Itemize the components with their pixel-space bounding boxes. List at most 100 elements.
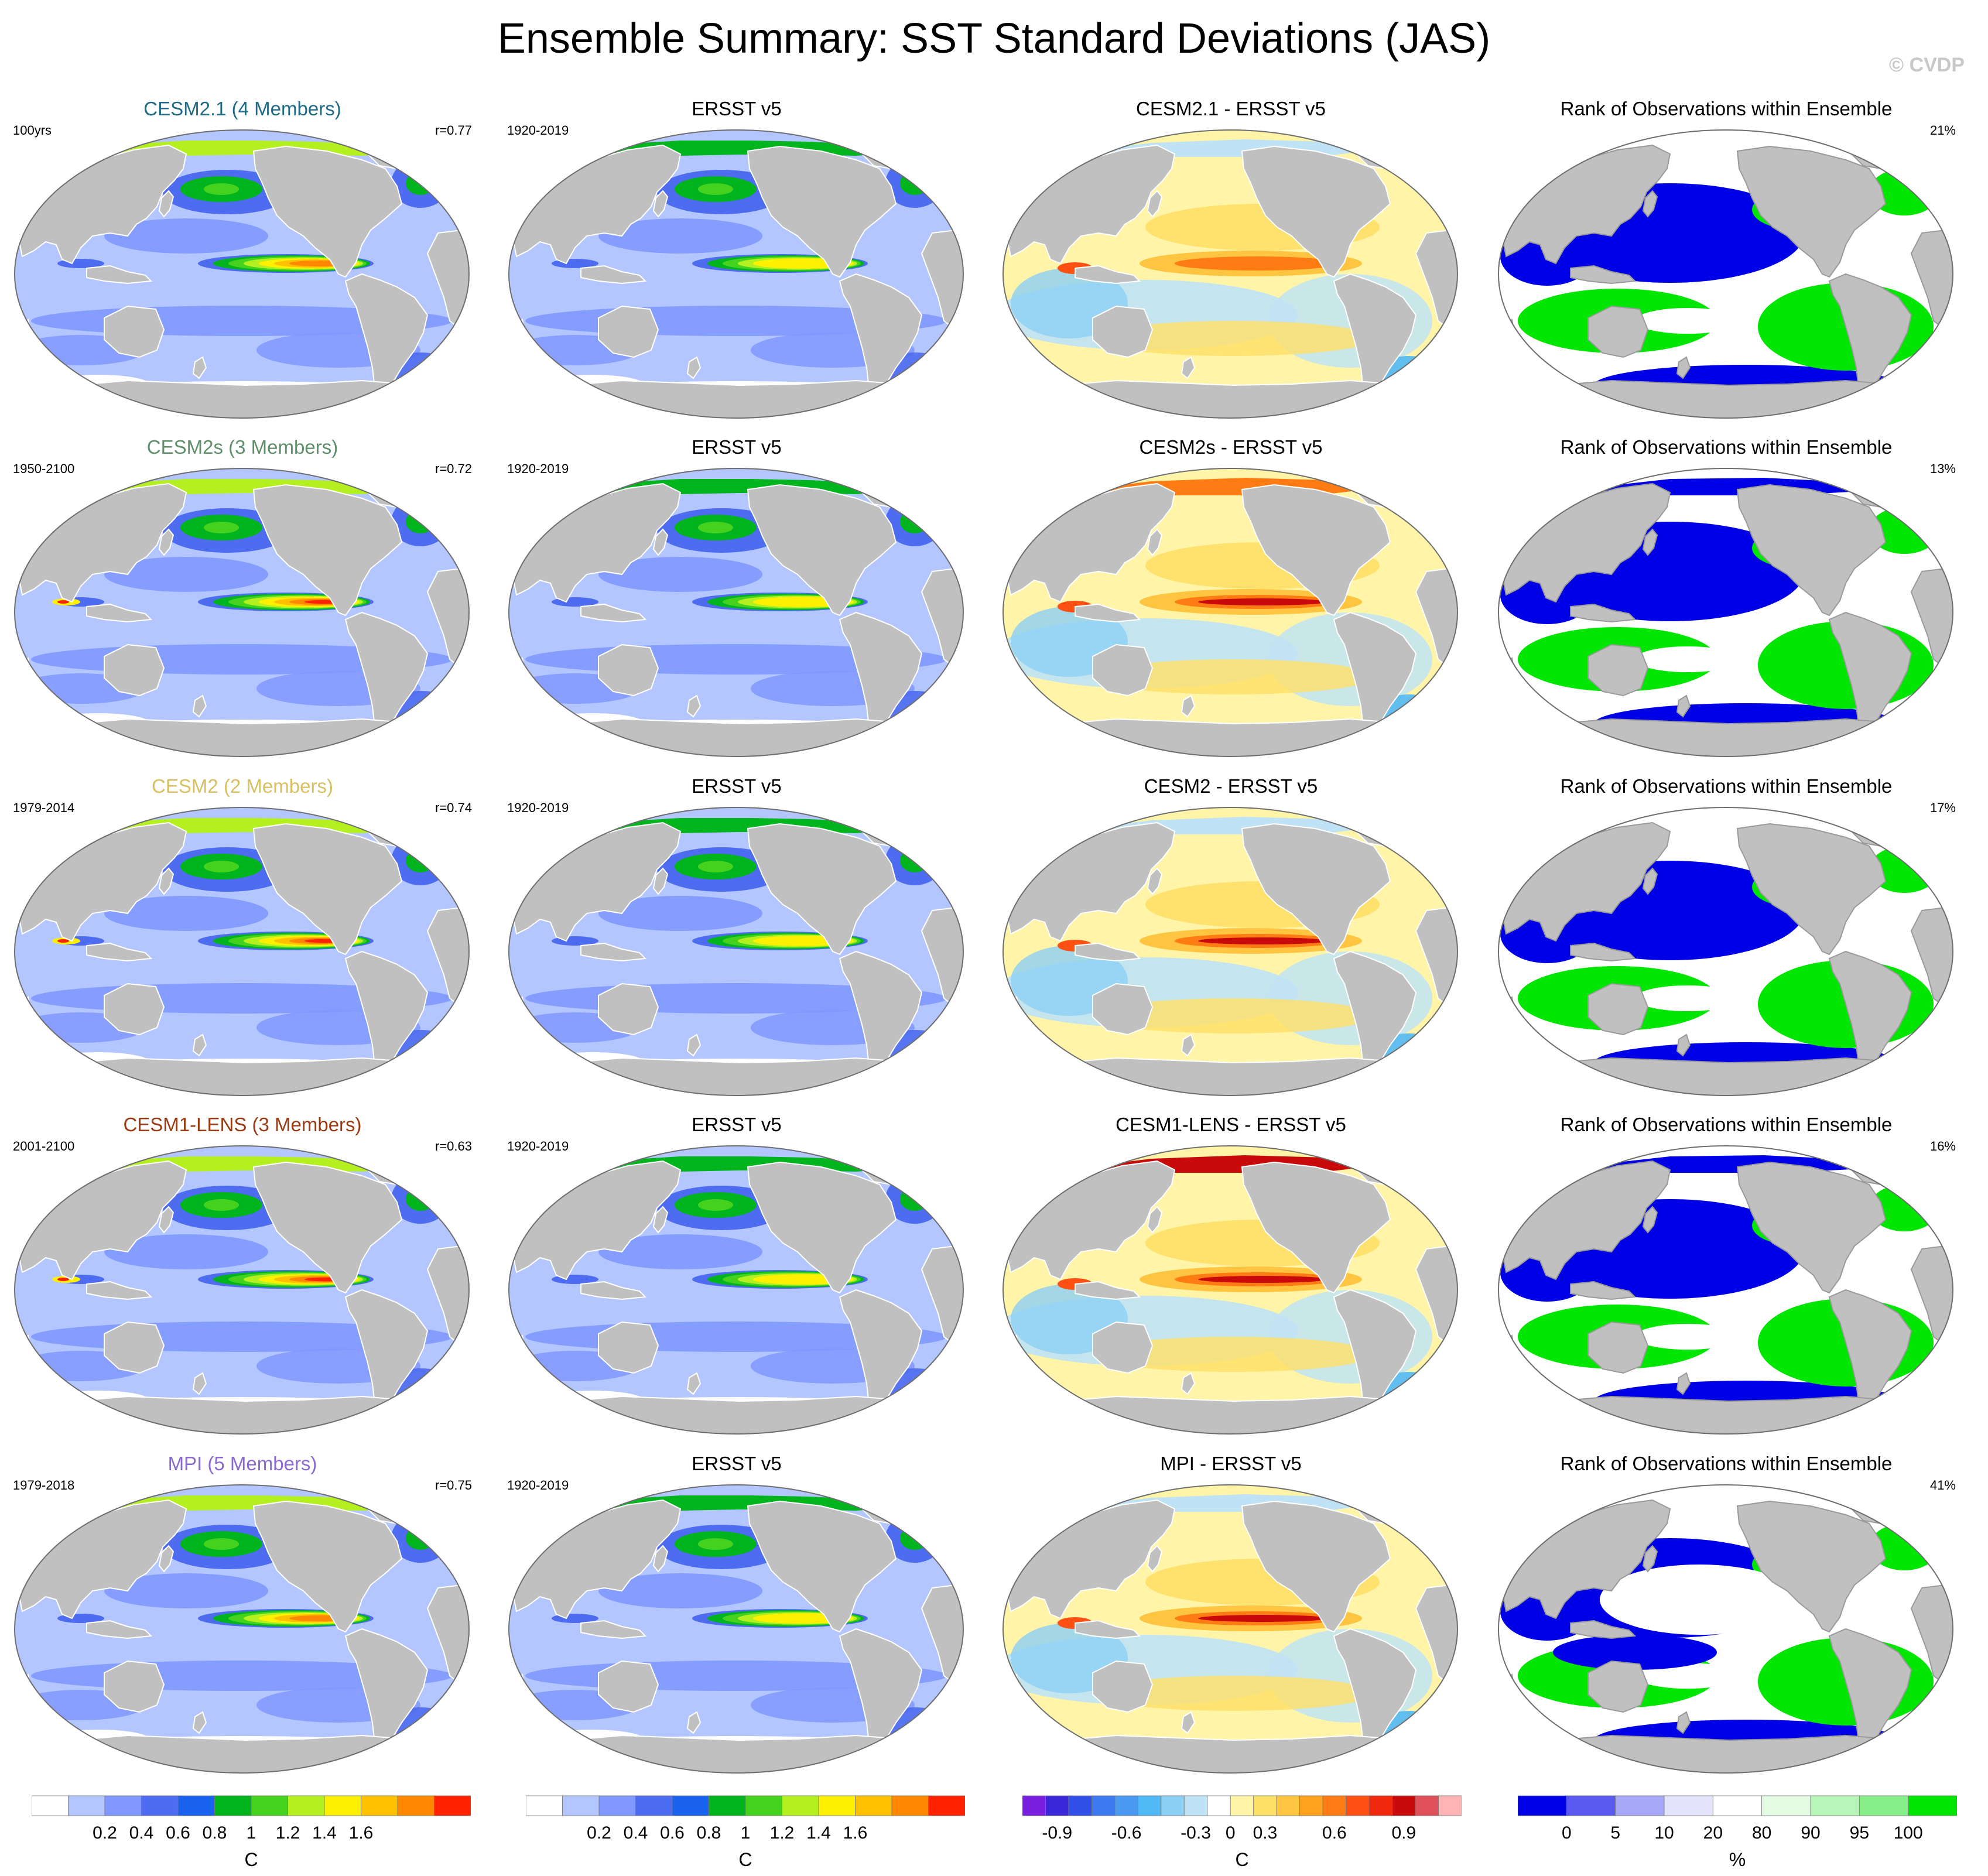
- period-label: 1920-2019: [507, 1478, 569, 1492]
- colorbar-swatch: [1761, 1795, 1811, 1816]
- land-namerica: [747, 145, 897, 278]
- colorbar-tick-label: 100: [1893, 1823, 1923, 1843]
- diff-map: [1002, 468, 1458, 757]
- land-antarctica: [1516, 1734, 1942, 1773]
- colorbar-tick-label: 80: [1751, 1823, 1772, 1843]
- colorbar-swatch: [562, 1795, 600, 1816]
- land-japan: [158, 1206, 174, 1234]
- rank-percent: 16%: [1929, 1139, 1956, 1153]
- colorbar-rank-4: 0 5 10 20 80 90 95 100%: [1518, 1795, 1963, 1872]
- colorbar-swatch: [1346, 1795, 1370, 1816]
- colorbar-swatch: [1518, 1795, 1567, 1816]
- panel-obs-row1: ERSST v5 1920-2019: [497, 93, 977, 420]
- land-namerica: [252, 145, 403, 278]
- panel-title: ERSST v5: [692, 98, 782, 119]
- rank-map: [1498, 468, 1953, 757]
- panel-ens-row4: CESM1-LENS (3 Members) 2001-2100 r=0.63: [2, 1108, 483, 1436]
- land-japan: [1147, 1206, 1163, 1234]
- period-label: 2001-2100: [13, 1139, 75, 1153]
- period-label: 1979-2018: [13, 1478, 75, 1492]
- land-indonesia: [86, 265, 153, 285]
- land-indonesia: [86, 603, 153, 623]
- land-newzealand: [1676, 1372, 1691, 1395]
- land-japan: [1147, 867, 1163, 895]
- colorbar-swatch: [745, 1795, 782, 1816]
- land-australia: [1092, 1321, 1154, 1374]
- colorbar-swatch: [104, 1795, 142, 1816]
- panel-title: Rank of Observations within Ensemble: [1560, 1453, 1893, 1474]
- land-newzealand: [1676, 1711, 1691, 1734]
- panel-rank-row4: Rank of Observations within Ensemble 16%: [1486, 1108, 1966, 1436]
- land-antarctica: [1516, 1057, 1942, 1096]
- rank-percent: 21%: [1929, 123, 1956, 138]
- panel-title: CESM2s - ERSST v5: [1139, 436, 1323, 458]
- pattern-correlation: r=0.74: [435, 800, 472, 815]
- diff-map: [1002, 1484, 1458, 1774]
- panel-title: CESM2.1 (4 Members): [143, 98, 341, 119]
- land-australia: [1092, 1660, 1154, 1713]
- panel-obs-row5: ERSST v5 1920-2019: [497, 1447, 977, 1775]
- colorbar-tick-label: 1.6: [843, 1823, 868, 1843]
- colorbar-tick-label: -0.6: [1111, 1823, 1142, 1843]
- land-newzealand: [1181, 1372, 1196, 1395]
- colorbar-swatch: [68, 1795, 105, 1816]
- land-newzealand: [192, 1711, 207, 1734]
- land-newzealand: [192, 1372, 207, 1395]
- land-australia: [104, 643, 165, 697]
- land-antarctica: [32, 1395, 458, 1434]
- land-japan: [1147, 528, 1163, 556]
- panel-ens-row1: CESM2.1 (4 Members) 100yrs r=0.77: [2, 93, 483, 420]
- colorbar-tick-label: 0.3: [1253, 1823, 1278, 1843]
- colorbar-tick-label: 1: [740, 1823, 751, 1843]
- colorbar-tick-label: 10: [1654, 1823, 1674, 1843]
- colorbar-swatch: [361, 1795, 398, 1816]
- land-antarctica: [1021, 1734, 1446, 1773]
- colorbar-tick-label: 95: [1849, 1823, 1870, 1843]
- land-japan: [1147, 190, 1163, 218]
- land-newzealand: [686, 356, 702, 379]
- colorbar-tick-label: 0.6: [166, 1823, 190, 1843]
- main-title: Ensemble Summary: SST Standard Deviation…: [497, 15, 1491, 62]
- colorbar-swatch: [1664, 1795, 1713, 1816]
- land-japan: [1642, 190, 1658, 218]
- pattern-correlation: r=0.63: [435, 1139, 472, 1153]
- colorbar-swatch: [1230, 1795, 1254, 1816]
- land-newzealand: [1181, 356, 1196, 379]
- panel-rank-row5: Rank of Observations within Ensemble 41%: [1486, 1447, 1966, 1775]
- colorbar-tick-label: 0: [1561, 1823, 1572, 1843]
- land-indonesia: [1075, 1620, 1141, 1639]
- land-australia: [104, 305, 165, 358]
- colorbar-swatch: [782, 1795, 819, 1816]
- land-australia: [104, 1660, 165, 1713]
- panel-diff-row4: CESM1-LENS - ERSST v5: [991, 1108, 1471, 1436]
- colorbar-swatch: [324, 1795, 361, 1816]
- land-japan: [652, 1545, 669, 1573]
- panel-title: CESM2.1 - ERSST v5: [1136, 98, 1326, 119]
- land-japan: [652, 190, 669, 218]
- colorbar-swatch: [177, 1795, 215, 1816]
- colorbar-tick-label: 0.2: [93, 1823, 117, 1843]
- ens-map: [14, 1145, 470, 1435]
- land-newzealand: [192, 694, 207, 718]
- colorbar-swatch: [1392, 1795, 1416, 1816]
- land-newzealand: [686, 694, 702, 718]
- land-australia: [104, 1321, 165, 1374]
- diff-map: [1002, 807, 1458, 1096]
- land-japan: [652, 1206, 669, 1234]
- colorbar-tick-label: 1.6: [348, 1823, 374, 1843]
- panel-rank-row2: Rank of Observations within Ensemble 13%: [1486, 431, 1966, 759]
- land-antarctica: [32, 718, 458, 756]
- colorbar-swatch: [855, 1795, 892, 1816]
- colorbar-tick-label: 0.2: [587, 1823, 611, 1843]
- land-namerica: [747, 1500, 897, 1633]
- pattern-correlation: r=0.75: [435, 1478, 472, 1492]
- land-antarctica: [1021, 1395, 1446, 1434]
- land-japan: [652, 528, 669, 556]
- panel-ens-row3: CESM2 (2 Members) 1979-2014 r=0.74: [2, 770, 483, 1098]
- panel-obs-row3: ERSST v5 1920-2019: [497, 770, 977, 1098]
- rank-map: [1498, 1484, 1953, 1774]
- land-namerica: [1241, 823, 1391, 956]
- land-newzealand: [192, 356, 207, 379]
- colorbar-swatch: [1068, 1795, 1092, 1816]
- land-newzealand: [1676, 356, 1691, 379]
